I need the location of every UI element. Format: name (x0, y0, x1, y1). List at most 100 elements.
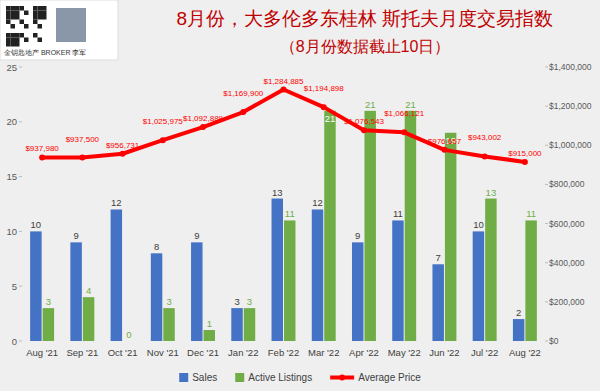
bar-label: 9 (355, 230, 360, 241)
y-tick-label: 5 (12, 281, 17, 292)
bar (312, 209, 323, 341)
qr-cell (11, 38, 16, 43)
bar-label: 1 (207, 318, 212, 329)
y-tick-label: 10 (6, 226, 17, 237)
price-label: $1,025,975 (143, 117, 184, 126)
qr-cell (15, 42, 20, 47)
bar (485, 199, 496, 341)
price-point (120, 151, 126, 157)
price-point (441, 147, 447, 153)
price-point (361, 127, 367, 133)
bar-label: 21 (405, 99, 416, 110)
qr-cell (33, 11, 38, 16)
qr-cell (38, 24, 43, 29)
qr-cell (38, 6, 43, 11)
bar (163, 308, 174, 341)
bar (43, 308, 54, 341)
y2-tick-label: $1,400,000 (549, 62, 592, 72)
y-tick-label: 20 (6, 116, 17, 127)
qr-cell (33, 33, 38, 38)
qr-cell (33, 15, 38, 20)
bar-label: 11 (526, 208, 536, 219)
legend-swatch (235, 373, 244, 382)
y-tick (19, 176, 22, 177)
bar-label: 13 (486, 187, 497, 198)
qr-cell (15, 15, 20, 20)
price-point (281, 87, 287, 93)
price-label: $915,000 (508, 149, 542, 158)
bar (30, 231, 41, 341)
y2-tick (545, 223, 548, 224)
price-label: $1,284,885 (263, 77, 304, 86)
price-label: $937,980 (25, 144, 59, 153)
y2-tick-label: $400,000 (549, 258, 585, 268)
qr-cell (6, 6, 11, 11)
x-tick-label: Nov '21 (147, 347, 179, 358)
qr-cell (15, 33, 20, 38)
bar-label: 13 (272, 187, 283, 198)
y-tick (19, 286, 22, 287)
bar (284, 220, 295, 341)
qr-cell (20, 6, 25, 11)
bar-label: 12 (111, 197, 122, 208)
bar-label: 3 (234, 296, 239, 307)
y2-tick (545, 301, 548, 302)
y-tick (19, 231, 22, 232)
bar-label: 10 (473, 219, 484, 230)
bar-label: 11 (285, 208, 295, 219)
bar (204, 330, 215, 341)
bar (70, 242, 81, 341)
qr-cell (20, 20, 25, 25)
bar (231, 308, 242, 341)
bar-label: 4 (86, 285, 91, 296)
title: 8月份，大多伦多东桂林 斯托夫月度交易指数 (177, 8, 554, 29)
y2-tick-label: $200,000 (549, 297, 585, 307)
qr-cell (38, 38, 43, 43)
qr-cell (15, 6, 20, 11)
x-tick-label: Aug '22 (509, 347, 541, 358)
legend-swatch (330, 376, 354, 380)
qr-cell (6, 33, 11, 38)
bar-label: 9 (194, 230, 199, 241)
bar (352, 242, 363, 341)
bar-label: 9 (73, 230, 78, 241)
bar (244, 308, 255, 341)
background (0, 0, 600, 391)
bar (83, 297, 94, 341)
price-label: $1,066,121 (384, 109, 425, 118)
bar (151, 253, 162, 341)
price-point (160, 137, 166, 143)
y2-tick (545, 262, 548, 263)
x-tick-label: Oct '21 (108, 347, 138, 358)
y-tick-label: 25 (6, 62, 17, 73)
qr-cell (11, 42, 16, 47)
y2-tick (545, 67, 548, 68)
legend-label: Sales (192, 372, 217, 383)
qr-cell (11, 11, 16, 16)
price-label: $956,731 (106, 141, 140, 150)
y-tick (19, 121, 22, 122)
y2-tick-label: $600,000 (549, 219, 585, 229)
price-label: $1,092,889 (183, 114, 224, 123)
price-point (39, 154, 45, 160)
bar (111, 209, 122, 341)
price-label: $1,076,543 (344, 117, 385, 126)
y-tick-label: 15 (6, 171, 17, 182)
bar (272, 199, 283, 341)
bar-label: 3 (166, 296, 171, 307)
price-label: $976,657 (428, 137, 462, 146)
y2-tick (545, 106, 548, 107)
qr-cell (33, 6, 38, 11)
bar (123, 341, 134, 342)
plot-marks (30, 87, 537, 341)
legend: SalesActive ListingsAverage Price (179, 372, 421, 383)
x-tick-label: Aug '21 (26, 347, 58, 358)
bar-label: 3 (247, 296, 252, 307)
bar-label: 0 (126, 329, 131, 340)
legend-label: Average Price (358, 372, 421, 383)
qr-cell (42, 15, 47, 20)
bar-label: 8 (154, 241, 159, 252)
bar (513, 319, 524, 341)
x-tick-label: Sep '21 (66, 347, 98, 358)
bar (392, 220, 403, 341)
